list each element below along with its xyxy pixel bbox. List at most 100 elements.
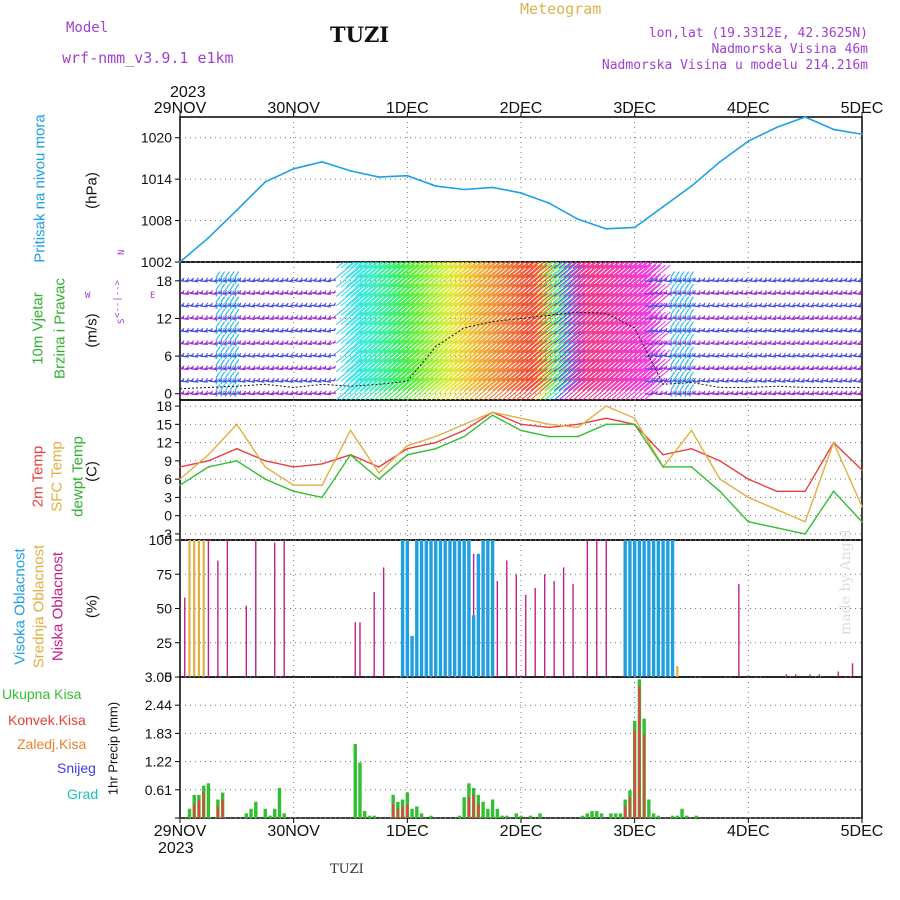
wind-barb <box>643 311 671 335</box>
altitude: Nadmorska Visina 46m <box>711 42 868 57</box>
wind-barb <box>670 271 676 278</box>
wind-barb <box>220 384 226 391</box>
wind-barb <box>468 377 496 400</box>
wind-barb <box>684 377 690 385</box>
wind-barb-flag <box>740 340 744 344</box>
wind-barb <box>369 368 396 391</box>
wind-barb <box>463 368 491 391</box>
wind-barb <box>515 368 543 391</box>
wind-barb <box>843 355 852 358</box>
temp-point <box>520 423 522 426</box>
wind-barb-flag <box>797 390 801 395</box>
wind-barb <box>294 330 303 333</box>
precip-bar <box>680 808 684 818</box>
wind-barb <box>624 349 652 373</box>
wind-barb <box>335 264 363 288</box>
wind-barb <box>615 264 643 288</box>
wind-barb <box>670 384 676 391</box>
wind-barb <box>492 339 519 363</box>
wind-barb <box>345 283 373 307</box>
wind-barb <box>689 359 694 366</box>
wind-barb <box>689 346 694 354</box>
wind-barb <box>335 283 363 307</box>
wind-barb <box>591 292 619 316</box>
wind-barb <box>416 330 444 354</box>
wind-barb <box>383 311 410 335</box>
wind-barb-flag <box>295 327 299 332</box>
wind-barb <box>525 368 553 391</box>
wind-barb <box>767 393 777 396</box>
wind-barb <box>345 262 354 269</box>
wind-barb <box>549 283 576 307</box>
wind-barb <box>435 377 463 400</box>
precip-label-total: Ukupna Kisa <box>2 686 82 702</box>
wind-barb <box>506 311 534 335</box>
wind-barb <box>615 274 643 297</box>
wind-barb <box>520 262 530 269</box>
wind-barb <box>220 352 226 360</box>
wind-barb <box>572 302 600 326</box>
wind-barb <box>563 302 590 326</box>
precip-bar <box>268 815 272 818</box>
precip-bar <box>624 806 627 818</box>
wind-barb-flag <box>219 315 223 319</box>
wind-barb <box>487 262 497 269</box>
wind-barb <box>634 330 661 354</box>
precip-bar <box>401 806 404 818</box>
wind-barb-flag <box>314 390 318 395</box>
wind-barb <box>684 315 690 322</box>
wind-barb <box>563 274 590 297</box>
wind-barb-flag <box>238 302 242 307</box>
wind-barb-flag <box>304 327 308 332</box>
wind-barb <box>335 321 363 344</box>
wind-barb <box>539 321 567 344</box>
wind-barb <box>511 311 538 335</box>
wind-barb-flag <box>257 327 261 332</box>
wind-barb <box>237 355 246 358</box>
wind-barb-flag <box>285 327 289 332</box>
wind-barb <box>430 274 458 297</box>
wind-barb <box>473 262 482 269</box>
wind-barb <box>392 264 420 288</box>
wind-barb <box>354 311 382 335</box>
precip-bar <box>472 794 475 818</box>
wind-barb <box>416 339 444 363</box>
wind-barb <box>582 311 609 335</box>
wind-barb <box>601 339 628 363</box>
wind-barb <box>643 283 671 307</box>
wind-barb <box>463 292 491 316</box>
wind-barb-flag <box>749 365 753 369</box>
wind-barb <box>335 302 363 326</box>
wind-barb-flag <box>276 302 280 307</box>
wind-barb <box>383 339 410 363</box>
temp-point <box>292 466 295 468</box>
wind-barb <box>605 358 633 382</box>
wind-barb <box>853 380 862 383</box>
wind-barb <box>468 358 496 382</box>
wind-barb <box>692 355 701 358</box>
wind-barb <box>487 330 515 354</box>
wind-barb <box>605 349 633 373</box>
wind-barb <box>711 380 720 383</box>
temp-point <box>349 429 352 432</box>
wind-barb <box>506 262 515 269</box>
wind-barb <box>482 368 510 391</box>
wind-barb <box>430 368 458 391</box>
precip-bar <box>457 815 462 818</box>
wind-barb-flag <box>825 327 829 332</box>
wind-barb <box>620 274 647 297</box>
wind-barb <box>534 330 562 354</box>
wind-barb <box>229 290 235 297</box>
wind-barb <box>558 262 568 269</box>
wind-barb-flag <box>285 290 289 294</box>
pressure-point <box>775 126 778 129</box>
wind-barb <box>492 292 519 316</box>
wind-barb-flag <box>295 352 299 357</box>
wind-barb <box>748 368 758 371</box>
wind-barb <box>582 262 591 269</box>
wind-barb <box>459 368 486 391</box>
wind-barb <box>739 342 748 346</box>
wind-barb-flag <box>825 377 829 382</box>
wind-barb <box>572 330 600 354</box>
wind-barb <box>449 302 477 326</box>
